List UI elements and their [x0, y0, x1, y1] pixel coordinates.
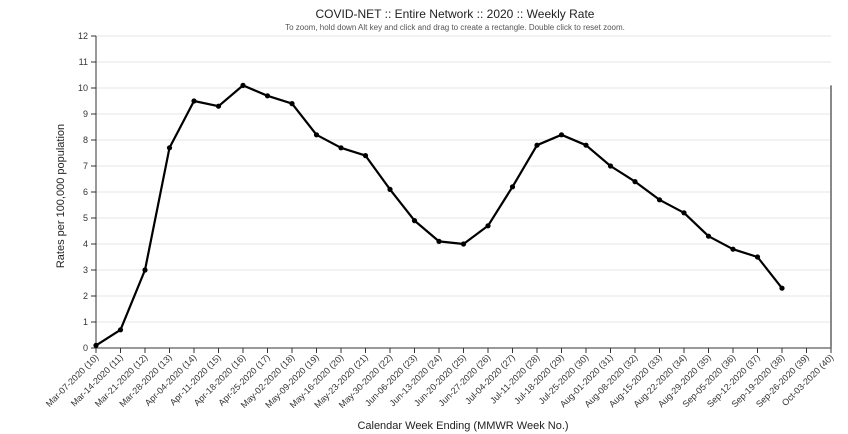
chart-subtitle: To zoom, hold down Alt key and click and… [285, 23, 625, 32]
y-tick-label: 5 [83, 213, 88, 223]
data-point [289, 101, 295, 107]
data-point [705, 233, 712, 239]
data-point [166, 145, 173, 151]
y-tick-label: 8 [83, 135, 88, 145]
data-point [117, 327, 124, 333]
data-point [607, 163, 614, 169]
y-tick-label: 12 [78, 31, 88, 41]
data-point [754, 254, 761, 260]
data-point [142, 267, 148, 273]
data-point [730, 246, 736, 252]
data-point [583, 142, 589, 148]
data-point [411, 218, 418, 224]
data-point [240, 82, 246, 88]
y-tick-label: 3 [83, 265, 88, 275]
data-point [313, 132, 320, 138]
y-axis-label: Rates per 100,000 population [55, 124, 67, 268]
data-point [191, 98, 197, 104]
data-point [681, 210, 687, 216]
data-point [93, 342, 99, 348]
series-path [95, 84, 783, 347]
data-point [362, 153, 369, 159]
y-tick-label: 6 [83, 187, 88, 197]
gridlines [96, 35, 831, 323]
y-tick-label: 7 [83, 161, 88, 171]
data-point [534, 142, 540, 148]
y-tick-label: 0 [83, 343, 88, 353]
data-point [264, 93, 271, 99]
x-axis-label: Calendar Week Ending (MMWR Week No.) [357, 420, 568, 432]
data-point [632, 179, 638, 185]
data-point [338, 145, 344, 151]
chart-title: COVID-NET :: Entire Network :: 2020 :: W… [316, 7, 595, 21]
data-point [460, 241, 467, 247]
data-point [485, 223, 491, 229]
data-point [387, 186, 393, 192]
data-point [779, 285, 785, 291]
y-tick-label: 4 [83, 239, 88, 249]
data-point [436, 238, 442, 244]
y-tick-label: 11 [79, 57, 88, 67]
data-point [558, 132, 565, 138]
x-axis-ticks: Mar-07-2020 (10)Mar-14-2020 (11)Mar-21-2… [44, 348, 835, 410]
series-line [95, 84, 783, 347]
y-tick-label: 10 [78, 83, 88, 93]
data-point [509, 184, 516, 190]
y-tick-label: 2 [83, 291, 88, 301]
y-tick-label: 1 [83, 317, 88, 327]
data-point [215, 103, 222, 109]
y-tick-label: 9 [83, 109, 88, 119]
data-points [93, 82, 785, 348]
data-point [656, 197, 663, 203]
